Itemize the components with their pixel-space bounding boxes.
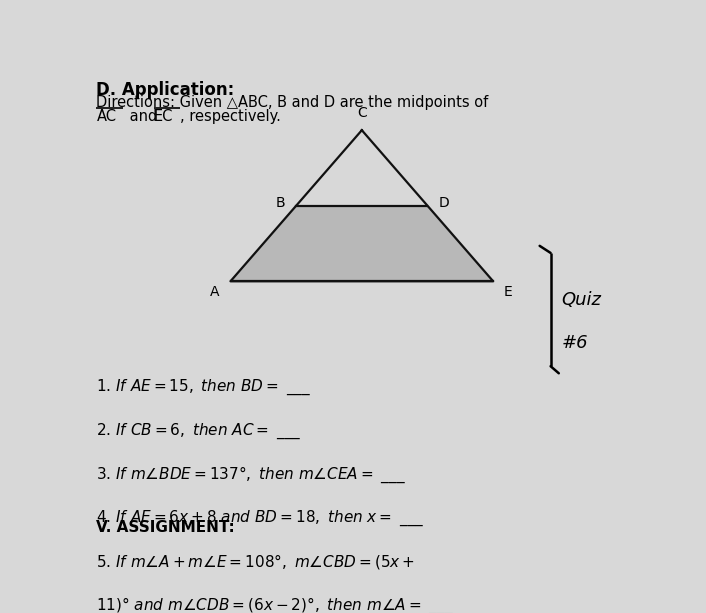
Polygon shape (230, 206, 493, 281)
Text: and: and (126, 110, 162, 124)
Text: #6: #6 (561, 333, 588, 352)
Text: 3. $\mathit{If}$ $m\angle BDE = 137°,$ $\mathit{then}$ $m\angle CEA =$ ___: 3. $\mathit{If}$ $m\angle BDE = 137°,$ $… (97, 465, 407, 485)
Text: C: C (357, 106, 366, 120)
Text: A: A (210, 285, 220, 299)
Text: Directions: Given △ABC, B and D are the midpoints of: Directions: Given △ABC, B and D are the … (97, 95, 489, 110)
Text: EC: EC (154, 110, 173, 124)
Text: , respectively.: , respectively. (180, 110, 281, 124)
Text: 4. $\mathit{If}$ $AE = 6x + 8$ $\mathit{and}$ $BD = 18,$ $\mathit{then}$ $x =$ _: 4. $\mathit{If}$ $AE = 6x + 8$ $\mathit{… (97, 508, 425, 528)
Text: D: D (438, 196, 449, 210)
Text: 2. $\mathit{If}$ $CB = 6,$ $\mathit{then}$ $AC =$ ___: 2. $\mathit{If}$ $CB = 6,$ $\mathit{then… (97, 421, 302, 441)
Text: $11)°$ $\mathit{and}$ $m\angle CDB = (6x - 2)°,$ $\mathit{then}$ $m\angle A =$ _: $11)°$ $\mathit{and}$ $m\angle CDB = (6x… (97, 595, 455, 613)
Text: B: B (275, 196, 285, 210)
Text: D. Application:: D. Application: (97, 81, 234, 99)
Text: AC: AC (97, 110, 116, 124)
Text: 1. $\mathit{If}$ $AE = 15,$ $\mathit{then}$ $BD =$ ___: 1. $\mathit{If}$ $AE = 15,$ $\mathit{the… (97, 378, 312, 397)
Text: Quiz: Quiz (561, 291, 602, 309)
Text: V. ASSIGNMENT:: V. ASSIGNMENT: (97, 520, 235, 535)
Text: E: E (504, 285, 513, 299)
Text: 5. $\mathit{If}$ $m\angle A + m\angle E = 108°,$ $m\angle CBD = (5x +$: 5. $\mathit{If}$ $m\angle A + m\angle E … (97, 552, 415, 571)
